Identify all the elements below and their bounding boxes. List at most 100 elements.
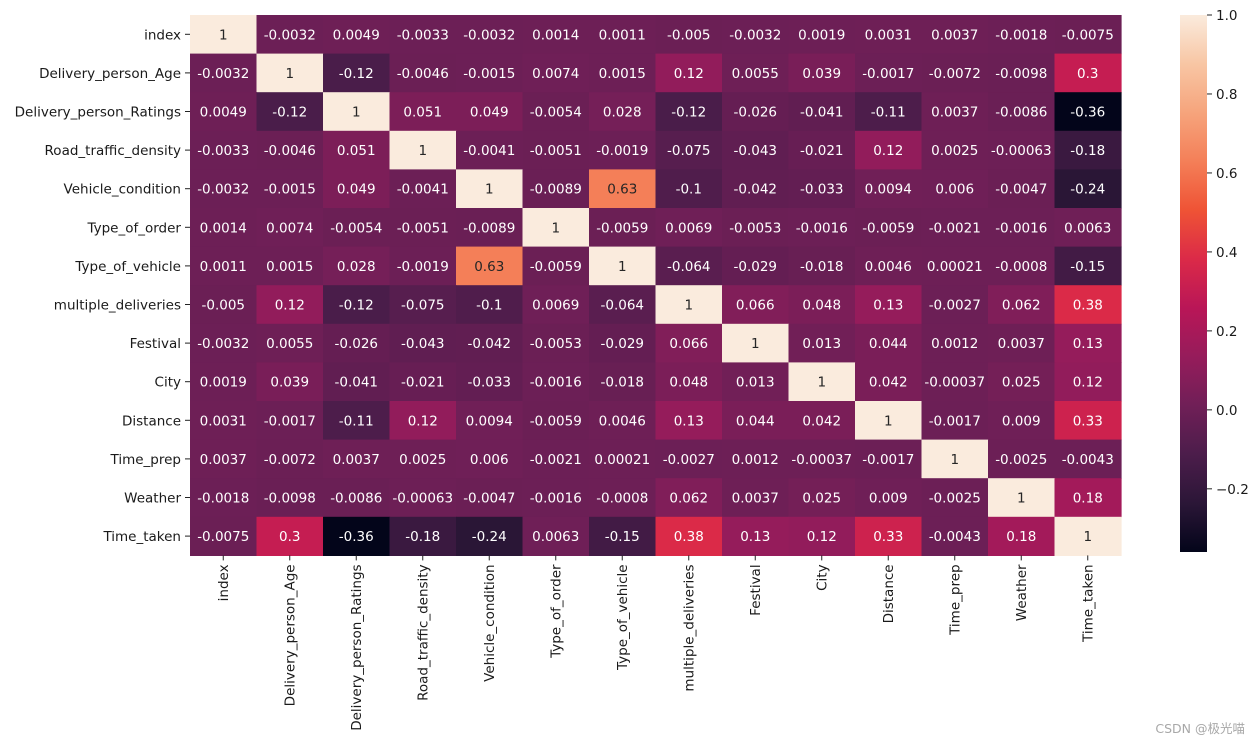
cell-value-label: 0.0031 [865, 27, 912, 43]
heatmap-cell [389, 53, 457, 93]
heatmap-cell [655, 92, 723, 132]
cell-value-label: 0.066 [669, 336, 708, 352]
cell-value-label: -0.0047 [463, 491, 515, 507]
heatmap-cell [722, 478, 790, 518]
y-tick-label: Type_of_vehicle [74, 259, 181, 275]
colorbar: 1.0 0.8 0.6 0.4 0.2 0.0 −0.2 [1180, 8, 1249, 552]
heatmap-cell [323, 15, 391, 55]
cell-value-label: -0.021 [401, 375, 445, 391]
heatmap-cell [256, 208, 324, 248]
heatmap-cell [522, 362, 590, 402]
heatmap-cell [323, 516, 391, 556]
heatmap-cell [855, 246, 923, 286]
cell-value-label: -0.0051 [530, 143, 582, 159]
heatmap-cell [1054, 323, 1122, 363]
heatmap-cell [522, 53, 590, 93]
cell-value-label: -0.029 [733, 259, 777, 275]
cell-value-label: 0.38 [674, 529, 704, 545]
cell-value-label: 0.0015 [599, 66, 646, 82]
heatmap-cell [788, 15, 856, 55]
cell-value-label: 1 [684, 298, 693, 314]
heatmap-cell [855, 478, 923, 518]
cell-value-label: -0.0046 [264, 143, 316, 159]
heatmap-cell [855, 130, 923, 170]
heatmap-cell [722, 208, 790, 248]
cell-value-label: -0.0016 [530, 491, 582, 507]
cell-value-label: 0.051 [337, 143, 376, 159]
x-tick-label: Road_traffic_density [416, 564, 432, 700]
heatmap-cell [190, 130, 258, 170]
heatmap-cell [788, 208, 856, 248]
cell-value-label: 0.0037 [200, 452, 247, 468]
heatmap-cell [522, 439, 590, 479]
y-tick-label: Distance [122, 413, 181, 429]
cell-value-label: 0.042 [802, 413, 841, 429]
cell-value-label: 0.049 [470, 105, 509, 121]
cell-value-label: -0.026 [334, 336, 378, 352]
heatmap-cell [456, 362, 524, 402]
heatmap-cell [389, 285, 457, 325]
heatmap-cell [988, 92, 1056, 132]
cell-value-label: -0.026 [733, 105, 777, 121]
heatmap-cell [921, 53, 989, 93]
heatmap-cell [389, 15, 457, 55]
heatmap-cell [788, 246, 856, 286]
heatmap-cell [190, 15, 258, 55]
heatmap-cell [655, 439, 723, 479]
y-tick-label: Festival [130, 336, 181, 352]
heatmap-cell [522, 246, 590, 286]
cell-value-label: 0.013 [802, 336, 841, 352]
cell-value-label: 0.042 [869, 375, 908, 391]
heatmap-cell [456, 401, 524, 441]
heatmap-cell [1054, 169, 1122, 209]
cell-value-label: 0.0037 [333, 452, 380, 468]
heatmap-cell [1054, 15, 1122, 55]
colorbar-tick-label: 0.8 [1216, 87, 1237, 103]
heatmap-cell [988, 323, 1056, 363]
colorbar-tick-label: 0.0 [1216, 403, 1237, 419]
cell-value-label: 0.63 [474, 259, 504, 275]
cell-value-label: -0.0025 [929, 491, 981, 507]
cell-value-label: -0.0053 [729, 220, 781, 236]
cell-value-label: -0.042 [467, 336, 511, 352]
cell-value-label: 1 [285, 66, 294, 82]
heatmap-cell [190, 285, 258, 325]
cell-value-label: -0.0072 [929, 66, 981, 82]
cell-value-label: 0.0011 [599, 27, 646, 43]
cell-value-label: -0.00063 [991, 143, 1052, 159]
heatmap-cell [256, 285, 324, 325]
heatmap-cell [323, 53, 391, 93]
heatmap-cell [190, 439, 258, 479]
heatmap-cell [855, 285, 923, 325]
heatmap-cell [722, 285, 790, 325]
cell-value-label: 0.044 [869, 336, 908, 352]
cell-value-label: -0.0041 [397, 182, 449, 198]
heatmap-cell [722, 53, 790, 93]
x-tick-label: Delivery_person_Age [283, 564, 299, 706]
cell-value-label: -0.18 [405, 529, 440, 545]
cell-value-label: 0.039 [270, 375, 309, 391]
cell-value-label: -0.0032 [463, 27, 515, 43]
heatmap-cell [456, 516, 524, 556]
x-tick-label: Festival [748, 564, 764, 615]
cell-value-label: -0.0032 [197, 66, 249, 82]
heatmap-cell [722, 92, 790, 132]
colorbar-gradient [1180, 15, 1207, 552]
heatmap-cell [921, 323, 989, 363]
heatmap-cell [988, 285, 1056, 325]
heatmap-cell [256, 169, 324, 209]
cell-value-label: -0.005 [201, 298, 245, 314]
x-tick-label: Delivery_person_Ratings [349, 564, 365, 730]
heatmap-cell [456, 130, 524, 170]
cell-value-label: -0.0054 [530, 105, 582, 121]
cell-value-label: -0.0043 [929, 529, 981, 545]
heatmap-cell [988, 169, 1056, 209]
heatmap-cell [1054, 478, 1122, 518]
cell-value-label: -0.11 [339, 413, 374, 429]
heatmap-cell [589, 401, 657, 441]
heatmap-cell [256, 130, 324, 170]
heatmap-cell [655, 478, 723, 518]
heatmap-cell [655, 246, 723, 286]
cell-value-label: -0.0098 [264, 491, 316, 507]
cell-value-label: 0.006 [470, 452, 509, 468]
